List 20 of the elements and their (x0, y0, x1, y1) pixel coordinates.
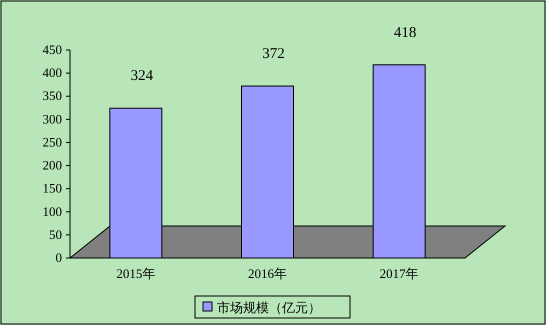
data-label: 418 (394, 24, 416, 41)
data-label: 372 (262, 46, 285, 62)
bar (372, 64, 426, 258)
y-tick-label: 400 (42, 65, 62, 80)
legend-label: 市场规模（亿元） (217, 300, 321, 315)
data-label: 324 (130, 68, 154, 84)
y-tick-label: 350 (42, 88, 62, 104)
y-tick-label: 300 (42, 111, 62, 126)
x-tick-label: 2016年 (248, 266, 287, 281)
y-tick-label: 150 (42, 180, 62, 196)
bar (241, 86, 294, 258)
y-tick-label: 250 (42, 134, 62, 150)
y-tick-label: 0 (56, 250, 62, 265)
bar (109, 108, 162, 258)
x-tick-label: 2017年 (380, 266, 419, 281)
y-tick-label: 50 (49, 226, 62, 242)
y-tick-label: 450 (42, 42, 62, 57)
x-tick-label: 2015年 (116, 266, 156, 281)
y-tick-label: 200 (42, 158, 62, 173)
y-tick-label: 100 (42, 204, 62, 219)
